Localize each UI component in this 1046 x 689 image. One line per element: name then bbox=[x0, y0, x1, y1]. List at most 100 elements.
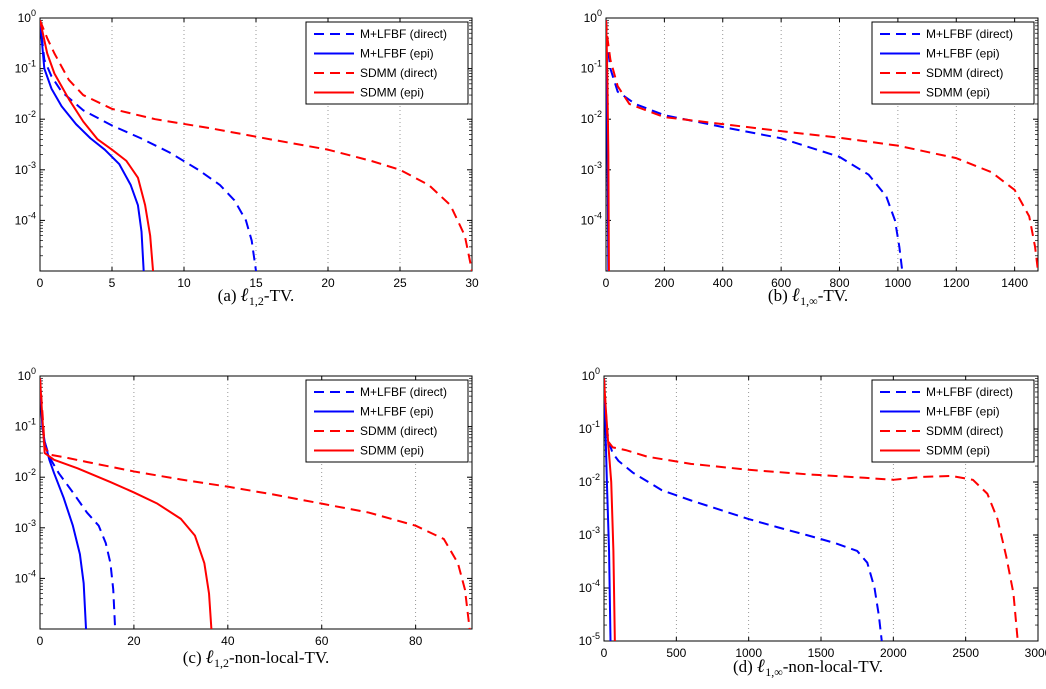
caption-subscript: 1,∞ bbox=[765, 665, 783, 679]
legend-label: SDMM (epi) bbox=[360, 86, 424, 100]
y-tick-label: 100 bbox=[18, 366, 36, 383]
y-tick-base: 10 bbox=[581, 112, 595, 126]
y-tick-exponent: -2 bbox=[28, 109, 36, 119]
caption-suffix: -non-local-TV. bbox=[229, 648, 329, 667]
y-tick-label: 10-2 bbox=[15, 467, 36, 484]
chart-panel-b: 0 200 400 600 800 1000 1200 140010010-110-210-3… bbox=[581, 8, 1039, 308]
y-tick-exponent: -4 bbox=[28, 568, 36, 578]
y-tick-label: 10-2 bbox=[579, 472, 600, 489]
legend-box bbox=[871, 21, 1035, 105]
caption-suffix: -TV. bbox=[264, 286, 294, 305]
y-tick-base: 10 bbox=[15, 571, 29, 585]
y-tick-exponent: -1 bbox=[28, 417, 36, 427]
y-tick-label: 10-4 bbox=[15, 210, 36, 227]
caption-prefix: (b) bbox=[768, 286, 792, 305]
y-tick-label: 10-2 bbox=[581, 109, 602, 126]
caption-subscript: 1,2 bbox=[214, 656, 229, 670]
legend: M+LFBF (direct) M+LFBF (epi) SDMM (direct)… bbox=[305, 21, 469, 105]
legend-label: M+LFBF (epi) bbox=[360, 47, 434, 61]
y-tick-base: 10 bbox=[581, 213, 595, 227]
legend-box bbox=[871, 379, 1035, 463]
y-tick-exponent: -4 bbox=[28, 210, 36, 220]
y-tick-base: 10 bbox=[582, 369, 596, 383]
x-tick-label: 3000 bbox=[1025, 646, 1046, 660]
series-line-sdmm-epi bbox=[604, 378, 616, 641]
legend-box bbox=[305, 379, 469, 463]
caption-prefix: (c) bbox=[183, 648, 206, 667]
y-tick-exponent: -4 bbox=[592, 578, 600, 588]
x-tick-label: 5 bbox=[109, 276, 116, 290]
legend-label: SDMM (direct) bbox=[926, 66, 1003, 80]
y-tick-base: 10 bbox=[15, 62, 29, 76]
legend-label: SDMM (epi) bbox=[926, 86, 990, 100]
legend-label: M+LFBF (epi) bbox=[926, 405, 1000, 419]
ell-symbol: ℓ bbox=[757, 656, 765, 677]
caption-suffix: -non-local-TV. bbox=[783, 657, 883, 676]
ell-symbol: ℓ bbox=[792, 285, 800, 306]
chart-panel-d: 05001000150020002500300010010-110-210-31… bbox=[579, 366, 1046, 679]
y-tick-label: 10-3 bbox=[579, 525, 600, 542]
y-tick-exponent: -1 bbox=[592, 419, 600, 429]
x-tick-label: 30 bbox=[465, 276, 479, 290]
y-tick-base: 10 bbox=[581, 62, 595, 76]
y-tick-label: 10-3 bbox=[15, 518, 36, 535]
y-tick-exponent: -1 bbox=[28, 59, 36, 69]
legend-label: M+LFBF (epi) bbox=[926, 47, 1000, 61]
legend-label: SDMM (direct) bbox=[360, 424, 437, 438]
ell-symbol: ℓ bbox=[241, 285, 249, 306]
x-tick-label: 1200 bbox=[943, 276, 970, 290]
y-tick-label: 100 bbox=[582, 366, 600, 383]
x-tick-label: 0 bbox=[601, 646, 608, 660]
y-tick-base: 10 bbox=[15, 470, 29, 484]
x-tick-label: 400 bbox=[713, 276, 733, 290]
y-tick-exponent: 0 bbox=[31, 366, 36, 376]
y-tick-label: 10-1 bbox=[15, 59, 36, 76]
subfigure-caption: (d) ℓ1,∞-non-local-TV. bbox=[733, 656, 883, 679]
y-tick-label: 10-3 bbox=[581, 160, 602, 177]
legend-box bbox=[305, 21, 469, 105]
series-line-sdmm-epi bbox=[606, 20, 610, 271]
series-line-sdmm-direct bbox=[606, 20, 1038, 271]
y-tick-label: 10-1 bbox=[15, 417, 36, 434]
x-tick-label: 20 bbox=[127, 634, 141, 648]
x-tick-label: 0 bbox=[37, 634, 44, 648]
x-tick-label: 1500 bbox=[808, 646, 835, 660]
legend: M+LFBF (direct) M+LFBF (epi) SDMM (direct)… bbox=[305, 379, 469, 463]
caption-suffix: -TV. bbox=[818, 286, 848, 305]
y-tick-exponent: 0 bbox=[597, 8, 602, 18]
x-tick-label: 25 bbox=[393, 276, 407, 290]
x-tick-label: 2500 bbox=[952, 646, 979, 660]
x-tick-label: 800 bbox=[829, 276, 849, 290]
y-tick-base: 10 bbox=[579, 528, 593, 542]
subfigure-caption: (b) ℓ1,∞-TV. bbox=[768, 285, 848, 308]
x-tick-label: 0 bbox=[603, 276, 610, 290]
y-tick-base: 10 bbox=[579, 475, 593, 489]
legend: M+LFBF (direct) M+LFBF (epi) SDMM (direct)… bbox=[871, 21, 1035, 105]
x-tick-label: 80 bbox=[409, 634, 423, 648]
y-tick-label: 100 bbox=[18, 8, 36, 25]
legend-label: M+LFBF (direct) bbox=[926, 385, 1013, 399]
x-tick-label: 600 bbox=[771, 276, 791, 290]
series-line-m-lfbf-direct bbox=[604, 378, 883, 641]
y-tick-exponent: -5 bbox=[592, 631, 600, 641]
legend: M+LFBF (direct) M+LFBF (epi) SDMM (direct)… bbox=[871, 379, 1035, 463]
y-tick-base: 10 bbox=[581, 163, 595, 177]
subfigure-caption: (a) ℓ1,2-TV. bbox=[218, 285, 295, 308]
x-tick-label: 20 bbox=[321, 276, 335, 290]
y-tick-base: 10 bbox=[15, 213, 29, 227]
series-line-sdmm-direct bbox=[40, 19, 472, 271]
y-tick-label: 10-3 bbox=[15, 160, 36, 177]
legend-label: SDMM (epi) bbox=[360, 444, 424, 458]
y-tick-label: 10-2 bbox=[15, 109, 36, 126]
ell-symbol: ℓ bbox=[206, 647, 214, 668]
legend-label: M+LFBF (direct) bbox=[926, 27, 1013, 41]
y-tick-label: 10-4 bbox=[581, 210, 602, 227]
y-tick-exponent: -3 bbox=[28, 160, 36, 170]
legend-label: SDMM (direct) bbox=[926, 424, 1003, 438]
series-line-m-lfbf-direct bbox=[40, 378, 117, 629]
series-line-m-lfbf-epi bbox=[40, 20, 145, 271]
y-tick-label: 100 bbox=[584, 8, 602, 25]
x-tick-label: 2000 bbox=[880, 646, 907, 660]
x-tick-label: 15 bbox=[249, 276, 263, 290]
